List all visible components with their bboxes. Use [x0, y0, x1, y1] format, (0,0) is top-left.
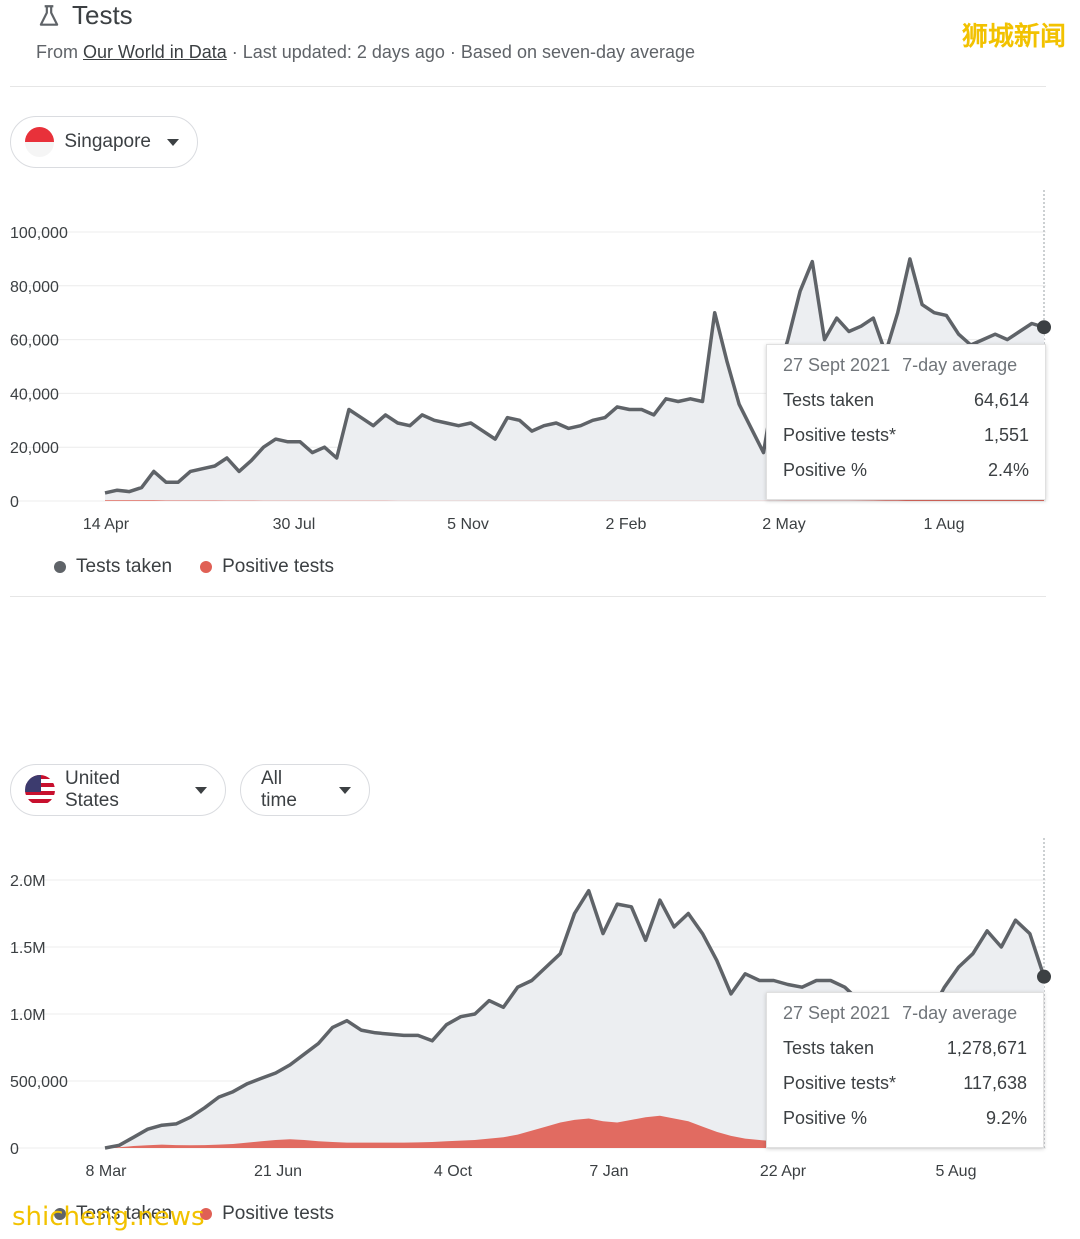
y-tick-label: 1.0M	[10, 1007, 46, 1024]
x-tick-label: 4 Oct	[434, 1163, 473, 1180]
y-tick-label: 0	[10, 494, 19, 511]
card-subtitle: From Our World in Data · Last updated: 2…	[36, 42, 695, 63]
singapore-tooltip: 27 Sept 2021 7-day average Tests taken 64,…	[766, 344, 1046, 500]
legend-positive: Positive tests	[222, 556, 335, 577]
x-tick-label: 30 Jul	[273, 516, 316, 533]
source-link[interactable]: Our World in Data	[83, 42, 227, 62]
positive-area	[105, 1115, 1044, 1148]
tooltip-key: Tests taken	[783, 390, 875, 410]
x-tick-label: 5 Aug	[936, 1163, 977, 1180]
tooltip-row-positive: Positive tests* 1,551	[783, 425, 1029, 446]
legend-positive: Positive tests	[222, 1203, 335, 1224]
x-tick-label: 21 Jun	[254, 1163, 302, 1180]
x-tick-label: 1 Aug	[924, 516, 965, 533]
chevron-down-icon	[339, 786, 351, 794]
legend-tests: Tests taken	[76, 556, 173, 577]
y-tick-label: 2.0M	[10, 873, 46, 890]
tooltip-value: 117,638	[963, 1073, 1027, 1093]
section-divider	[10, 596, 1046, 597]
legend-dot-tests	[54, 561, 66, 573]
legend-dot-tests	[54, 1208, 66, 1220]
country-label: United States	[64, 768, 120, 811]
us-legend: Tests taken Positive tests	[54, 1203, 334, 1225]
y-tick-label: 60,000	[10, 333, 59, 350]
tooltip-value: 2.4%	[987, 460, 1029, 480]
singapore-legend: Tests taken Positive tests	[54, 556, 334, 578]
y-tick-label: 20,000	[10, 440, 59, 457]
card-title: Tests	[36, 0, 133, 31]
subtitle-suffix: · Last updated: 2 days ago · Based on se…	[231, 42, 696, 62]
flask-icon	[39, 4, 59, 26]
tooltip-value: 1,551	[983, 425, 1029, 445]
positive-area	[105, 496, 1044, 501]
tooltip-row-tests: Tests taken 1,278,671	[783, 1038, 1027, 1059]
y-tick-label: 40,000	[10, 386, 59, 403]
x-tick-label: 2 May	[762, 516, 806, 533]
x-tick-label: 2 Feb	[606, 516, 647, 533]
us-flag-icon	[25, 775, 55, 805]
watermark-bottom: shicheng.news	[12, 1202, 205, 1232]
legend-dot-positive	[200, 1208, 213, 1220]
subtitle-prefix: From	[36, 42, 78, 62]
tooltip-value: 1,278,671	[946, 1038, 1027, 1058]
tooltip-row-positive: Positive tests* 117,638	[783, 1073, 1027, 1094]
time-range-label: All time	[261, 768, 297, 811]
title-text: Tests	[72, 0, 133, 30]
tooltip-label: 7-day average	[902, 355, 1018, 375]
tooltip-key: Tests taken	[783, 1038, 875, 1058]
tooltip-key: Positive %	[783, 460, 868, 480]
x-tick-label: 8 Mar	[86, 1163, 128, 1180]
tooltip-row-percent: Positive % 2.4%	[783, 460, 1029, 481]
tests-endpoint	[1037, 320, 1051, 335]
y-tick-label: 500,000	[10, 1074, 68, 1091]
y-tick-label: 100,000	[10, 225, 68, 242]
tooltip-key: Positive tests*	[783, 1073, 897, 1093]
header-divider	[10, 86, 1046, 87]
x-tick-label: 5 Nov	[447, 516, 489, 533]
chevron-down-icon	[195, 786, 207, 794]
tooltip-row-percent: Positive % 9.2%	[783, 1108, 1027, 1129]
singapore-flag-icon	[25, 127, 55, 157]
y-tick-label: 0	[10, 1141, 19, 1158]
y-tick-label: 1.5M	[10, 940, 46, 957]
country-label: Singapore	[64, 131, 151, 152]
legend-dot-positive	[200, 561, 213, 573]
country-selector-us[interactable]: United States	[10, 764, 226, 816]
tooltip-key: Positive tests*	[783, 425, 897, 445]
x-tick-label: 22 Apr	[760, 1163, 807, 1180]
tooltip-value: 64,614	[973, 390, 1029, 410]
time-range-selector[interactable]: All time	[240, 764, 370, 816]
tests-endpoint	[1037, 969, 1051, 984]
country-selector-singapore[interactable]: Singapore	[10, 116, 198, 168]
x-tick-label: 7 Jan	[589, 1163, 628, 1180]
tooltip-label: 7-day average	[902, 1003, 1018, 1023]
tooltip-key: Positive %	[783, 1108, 868, 1128]
watermark-top: 狮城新闻	[961, 22, 1066, 52]
tooltip-value: 9.2%	[985, 1108, 1027, 1128]
x-tick-label: 14 Apr	[83, 516, 130, 533]
us-tooltip: 27 Sept 2021 7-day average Tests taken 1,2…	[766, 992, 1044, 1148]
legend-tests: Tests taken	[76, 1203, 173, 1224]
y-tick-label: 80,000	[10, 279, 59, 296]
tooltip-row-tests: Tests taken 64,614	[783, 390, 1029, 411]
tooltip-date: 27 Sept 2021	[783, 355, 891, 375]
tooltip-date: 27 Sept 2021	[783, 1003, 891, 1023]
chevron-down-icon	[167, 138, 179, 146]
